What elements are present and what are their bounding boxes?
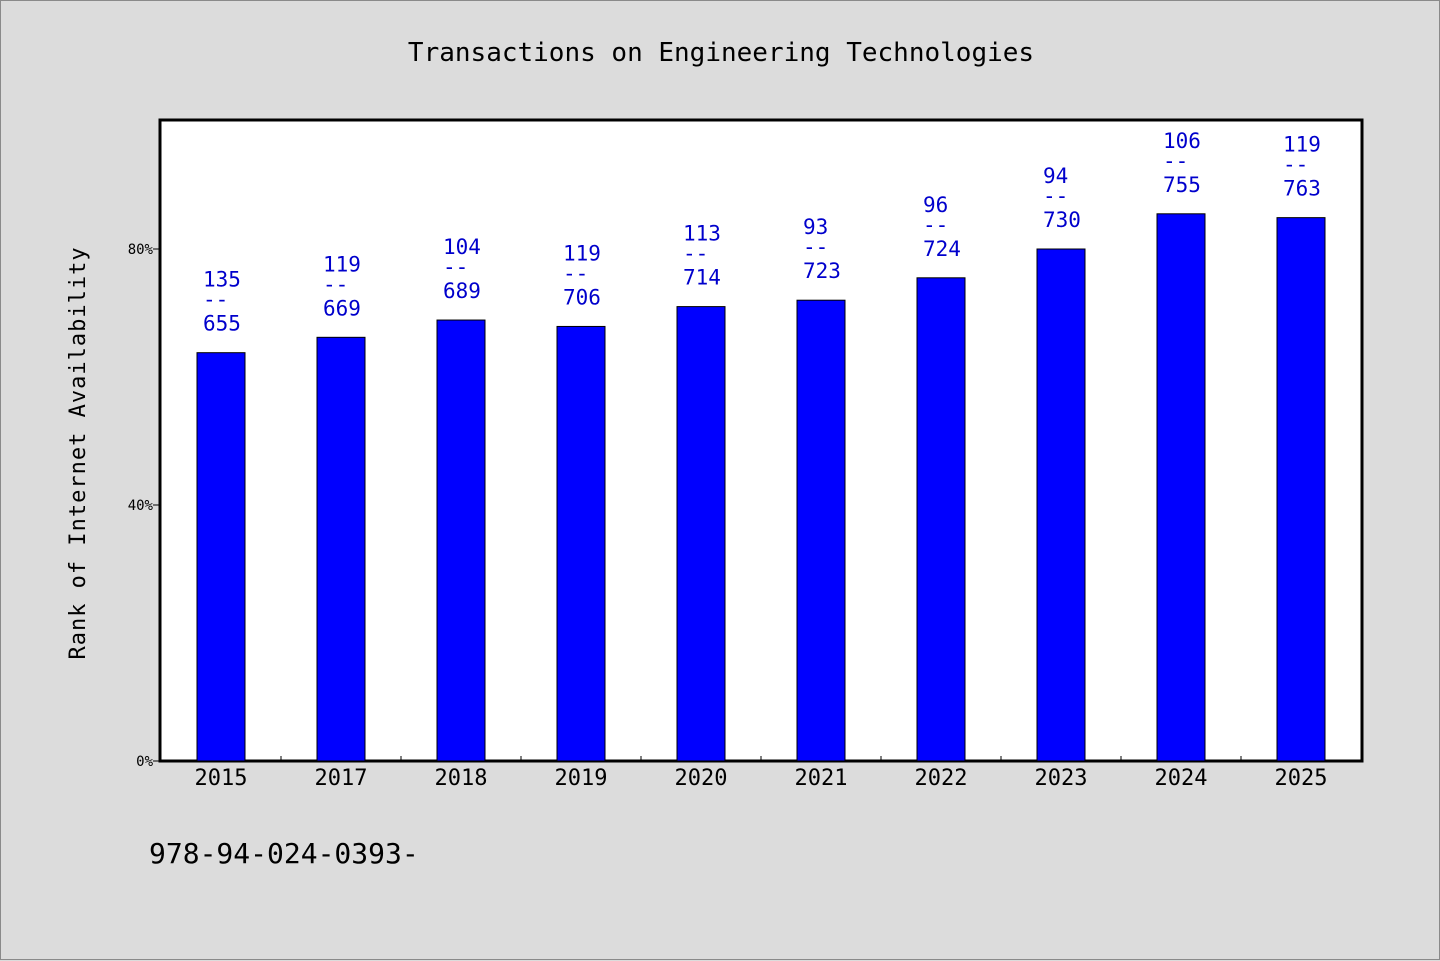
bar-label-bottom-2023: 730: [1043, 208, 1081, 232]
x-tick-label-2025: 2025: [1275, 766, 1328, 791]
bar-2017: [316, 336, 366, 762]
bar-label-bottom-2017: 669: [323, 296, 361, 320]
bar-label-bottom-2025: 763: [1283, 177, 1321, 201]
bar-label-bottom-2021: 723: [803, 259, 841, 283]
bar-label-sep-2021: --: [803, 235, 828, 259]
x-tick-label-2024: 2024: [1155, 766, 1208, 791]
bar-label-top-2021: 93: [803, 215, 828, 239]
y-tick-label-0: 0%: [136, 754, 153, 770]
bar-label-bottom-2018: 689: [443, 279, 481, 303]
bar-label-top-2023: 94: [1043, 164, 1068, 188]
bar-label-sep-2017: --: [323, 272, 348, 296]
bar-label-sep-2015: --: [203, 288, 228, 312]
bar-label-top-2017: 119: [323, 252, 361, 276]
y-axis-label: Rank of Internet Availability: [66, 246, 91, 659]
x-tick-label-2022: 2022: [915, 766, 968, 791]
ticks-layer: 2015 2017 2018 2019 2020 2021 2022 2023 2024 2025…: [128, 242, 1328, 791]
bar-2019: [556, 325, 606, 762]
bar-labels-layer: 135--655119--669104--689119--706113--714…: [203, 129, 1321, 336]
bar-2022: [916, 277, 966, 762]
x-tick-label-2017: 2017: [315, 766, 368, 791]
x-tick-label-2023: 2023: [1035, 766, 1088, 791]
bar-2021: [796, 299, 846, 762]
bar-2015: [196, 352, 246, 762]
bar-label-top-2019: 119: [563, 241, 601, 265]
bar-2018: [436, 319, 486, 762]
bar-label-sep-2020: --: [683, 242, 708, 266]
bar-label-top-2018: 104: [443, 235, 481, 259]
bar-label-bottom-2020: 714: [683, 266, 721, 290]
bar-2023: [1036, 248, 1086, 762]
x-tick-label-2018: 2018: [435, 766, 488, 791]
bar-label-sep-2018: --: [443, 255, 468, 279]
bar-label-sep-2022: --: [923, 213, 948, 237]
bar-label-sep-2024: --: [1163, 149, 1188, 173]
x-tick-label-2021: 2021: [795, 766, 848, 791]
x-tick-label-2019: 2019: [555, 766, 608, 791]
bar-label-top-2025: 119: [1283, 133, 1321, 157]
chart-title: Transactions on Engineering Technologies: [408, 38, 1034, 68]
bar-label-top-2020: 113: [683, 222, 721, 246]
bar-label-top-2022: 96: [923, 193, 948, 217]
x-tick-label-2020: 2020: [675, 766, 728, 791]
bar-label-sep-2023: --: [1043, 184, 1068, 208]
footer-isbn: 978-94-024-0393-: [149, 837, 419, 870]
bars-layer: [196, 213, 1326, 762]
bar-label-top-2024: 106: [1163, 129, 1201, 153]
bar-label-sep-2019: --: [563, 261, 588, 285]
bar-label-bottom-2024: 755: [1163, 173, 1201, 197]
y-tick-label-40: 40%: [128, 498, 154, 514]
bar-2020: [676, 306, 726, 762]
bar-2025: [1276, 217, 1326, 762]
bar-label-sep-2025: --: [1283, 153, 1308, 177]
bar-label-bottom-2022: 724: [923, 237, 961, 261]
y-tick-label-80: 80%: [128, 242, 154, 258]
bar-label-bottom-2019: 706: [563, 285, 601, 309]
x-tick-label-2015: 2015: [195, 766, 248, 791]
bar-2024: [1156, 213, 1206, 762]
bar-label-top-2015: 135: [203, 268, 241, 292]
bar-label-bottom-2015: 655: [203, 312, 241, 336]
